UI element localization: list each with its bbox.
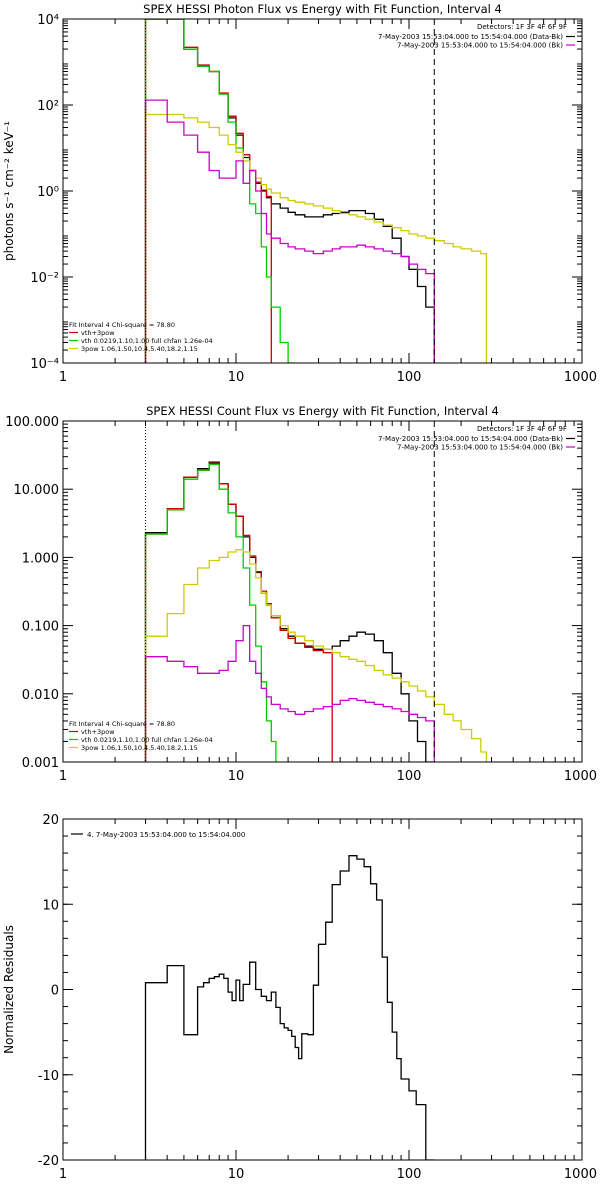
y-tick-label: 0.100 (22, 620, 59, 635)
chart-title: SPEX HESSI Count Flux vs Energy with Fit… (146, 404, 499, 418)
y-tick-label: 10.000 (14, 483, 60, 498)
y-axis: 0.001 0.010 0.100 1.000 10.000 100.000 (5, 415, 582, 771)
legend-header: Fit Interval 4 Chi-square = 78.80 (69, 321, 175, 329)
chart-1: SPEX HESSI Photon Flux vs Energy with Fi… (2, 2, 597, 385)
x-axis: 1 10 100 1000 (59, 421, 597, 784)
legend-header: Detectors: 1F 3F 4F 6F 9F (477, 23, 567, 31)
y-tick-label: 100.000 (5, 415, 59, 430)
legend-header: Detectors: 1F 3F 4F 6F 9F (477, 425, 567, 433)
series-line-1 (144, 855, 435, 1160)
legend-entry-label: 7-May-2003 15:53:04.000 to 15:54:04.000 … (397, 444, 563, 452)
y-axis-label: Normalized Residuals (2, 925, 16, 1054)
y-tick-label: 0 (51, 984, 59, 999)
legend-entry-label: 7-May-2003 15:53:04.000 to 15:54:04.000 … (397, 42, 563, 50)
legend-entry-label: 7-May-2003 15:53:04.000 to 15:54:04.000 … (378, 435, 563, 443)
series-line-5 (144, 99, 435, 363)
legend-entry-label: vth+3pow (81, 329, 115, 337)
legend-entry-label: 3pow 1.06,1.50,10.4,5.40,18.2,1.15 (81, 744, 198, 752)
chart-3: Normalized Residuals 1 10 100 1000 -20 -10 0 10 2… (2, 813, 597, 1182)
series-line-2 (144, 462, 333, 762)
y-tick-label: 10⁻² (30, 271, 59, 286)
x-tick-label: 100 (397, 1167, 422, 1182)
legend-bottom: Fit Interval 4 Chi-square = 78.80vth+3po… (69, 321, 213, 353)
plot-frame (62, 818, 583, 1161)
series-line-2 (144, 19, 272, 363)
y-tick-label: -20 (38, 1154, 59, 1169)
legend-entry-label: 3pow 1.06,1.50,10.4,5.40,18.2,1.15 (81, 345, 198, 353)
x-tick-label: 1000 (564, 1167, 597, 1182)
y-tick-label: 1.000 (22, 551, 59, 566)
y-tick-label: 10² (37, 99, 59, 114)
legend-top: 4. 7-May-2003 15:53:04.000 to 15:54:04.0… (71, 831, 245, 839)
y-axis: -20 -10 0 10 20 (38, 813, 582, 1169)
data-layer (144, 855, 435, 1160)
legend-entry-label: 4. 7-May-2003 15:53:04.000 to 15:54:04.0… (87, 831, 245, 839)
x-tick-label: 10 (228, 1167, 245, 1182)
plot-frame (62, 420, 583, 763)
legend-top: Detectors: 1F 3F 4F 6F 9F 7-May-2003 15:5… (378, 425, 575, 452)
x-tick-label: 1000 (564, 769, 597, 784)
data-layer (144, 19, 488, 363)
legend-bottom: Fit Interval 4 Chi-square = 78.80vth+3po… (69, 720, 213, 752)
x-tick-label: 100 (397, 769, 422, 784)
y-tick-label: 10 (42, 898, 59, 913)
legend-entry-label: vth 0.0219,1.10,1.00 full chfan 1.26e-04 (81, 337, 213, 345)
series-line-5 (144, 624, 435, 762)
x-tick-label: 1 (59, 769, 67, 784)
y-axis: 10⁻⁴ 10⁻² 10⁰ 10² 10⁴ (30, 13, 582, 372)
legend-entry-label: vth 0.0219,1.10,1.00 full chfan 1.26e-04 (81, 736, 213, 744)
series-line-3 (144, 19, 296, 363)
plot-frame (62, 18, 583, 364)
x-tick-label: 1 (59, 370, 67, 385)
series-line-1 (144, 19, 435, 363)
y-tick-label: 10⁴ (37, 13, 59, 28)
y-tick-label: -10 (38, 1069, 59, 1084)
x-tick-label: 1000 (564, 370, 597, 385)
legend-entry-label: vth+3pow (81, 728, 115, 736)
series-line-3 (144, 463, 277, 762)
y-axis-label: photons s⁻¹ cm⁻² keV⁻¹ (2, 121, 16, 261)
series-line-4 (144, 548, 488, 762)
y-tick-label: 0.001 (22, 756, 59, 771)
series-line-1 (144, 461, 435, 762)
legend-entry-label: 7-May-2003 15:53:04.000 to 15:54:04.000 … (378, 33, 563, 41)
data-layer (144, 461, 488, 762)
x-axis: 1 10 100 1000 (59, 819, 597, 1182)
y-tick-label: 0.010 (22, 688, 59, 703)
chart-2: SPEX HESSI Count Flux vs Energy with Fit… (5, 404, 597, 784)
series-line-4 (144, 113, 488, 363)
y-tick-label: 10⁻⁴ (30, 357, 59, 372)
chart-title: SPEX HESSI Photon Flux vs Energy with Fi… (143, 2, 502, 16)
x-tick-label: 10 (228, 370, 245, 385)
y-tick-label: 20 (42, 813, 59, 828)
y-tick-label: 10⁰ (37, 185, 59, 200)
x-tick-label: 100 (397, 370, 422, 385)
legend-top: Detectors: 1F 3F 4F 6F 9F 7-May-2003 15:5… (378, 23, 575, 50)
x-axis: 1 10 100 1000 (59, 19, 597, 385)
x-tick-label: 1 (59, 1167, 67, 1182)
legend-header: Fit Interval 4 Chi-square = 78.80 (69, 720, 175, 728)
x-tick-label: 10 (228, 769, 245, 784)
